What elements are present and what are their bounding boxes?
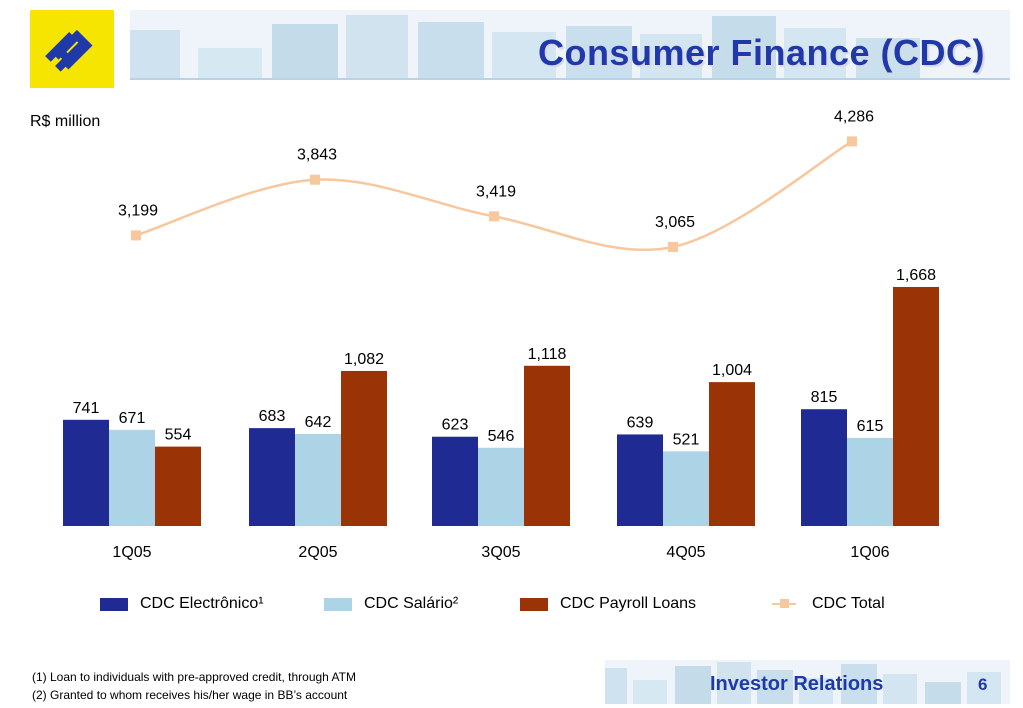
bar-cdc-electr-nico-1q06 [801,409,847,526]
bar-cdc-electr-nico-2q05 [249,428,295,526]
chart-legend: CDC Electrônico¹ CDC Salário² CDC Payrol… [100,593,920,615]
page-number: 6 [978,675,988,694]
bars-layer [63,286,939,526]
legend-swatch-cdc-payroll [520,597,548,611]
bar-value-label: 671 [119,410,146,427]
x-tick-label: 3Q05 [481,544,520,561]
labels-layer: 741 683 623 639 815 671 642 546 521 615 554 1,082 1,… [73,108,936,448]
legend-item-cdc-total: CDC Total [772,593,885,615]
bar-cdc-electr-nico-1q05 [63,419,109,526]
line-point-cdc-total-1q05 [131,230,141,241]
legend-line-cdc-total [772,599,796,608]
x-tick-label: 2Q05 [298,544,337,561]
footnotes: (1) Loan to individuals with pre-approve… [32,668,356,704]
bar-cdc-payroll-loans-3q05 [524,365,570,526]
x-tick-label: 1Q05 [112,544,151,561]
legend-label-cdc-electronico: CDC Electrônico¹ [140,595,264,612]
line-point-cdc-total-1q06 [847,136,857,147]
bar-value-label: 1,668 [896,267,936,284]
legend-label-cdc-total: CDC Total [812,595,885,612]
footer-banner [605,660,1010,704]
bar-cdc-payroll-loans-2q05 [341,370,387,526]
legend-label-cdc-salario: CDC Salário² [364,595,459,612]
page-title: Consumer Finance (CDC) [537,32,985,73]
bar-value-label: 521 [673,431,700,448]
bar-value-label: 639 [627,414,654,431]
consumer-finance-chart: 741 683 623 639 815 671 642 546 521 615 554 1,082 1,… [63,108,939,561]
header-banner [130,10,1010,80]
bar-value-label: 554 [165,427,192,444]
bar-value-label: 1,118 [528,346,567,363]
bar-value-label: 623 [442,417,469,434]
line-value-label: 3,419 [476,183,516,200]
bar-value-label: 1,082 [344,351,384,368]
x-tick-label: 4Q05 [666,544,705,561]
legend-swatch-cdc-salario [324,597,352,611]
bar-cdc-sal-rio-1q05 [109,429,155,526]
bar-value-label: 683 [259,408,286,425]
line-point-cdc-total-2q05 [310,174,320,185]
line-value-label: 3,843 [297,147,337,164]
line-layer [131,136,857,252]
legend-item-cdc-payroll: CDC Payroll Loans [520,593,696,615]
bank-logo [30,10,114,88]
bar-cdc-payroll-loans-1q05 [155,446,201,526]
bar-cdc-electr-nico-3q05 [432,436,478,526]
bar-cdc-sal-rio-2q05 [295,434,341,526]
line-value-label: 3,199 [118,202,158,219]
line-point-cdc-total-3q05 [489,211,499,222]
logo-mark-icon [45,29,93,72]
bar-value-label: 615 [857,418,884,435]
bar-cdc-sal-rio-4q05 [663,451,709,526]
bar-cdc-sal-rio-1q06 [847,437,893,526]
investor-relations-label: Investor Relations [710,673,884,695]
bar-value-label: 741 [73,400,100,417]
bar-value-label: 815 [811,389,838,406]
x-axis-labels: 1Q05 2Q05 3Q05 4Q05 1Q06 [112,544,889,561]
bar-value-label: 546 [488,428,515,445]
footnote-2: (2) Granted to whom receives his/her wag… [32,688,348,702]
bar-value-label: 642 [305,414,332,431]
bar-cdc-payroll-loans-4q05 [709,382,755,526]
legend-label-cdc-payroll: CDC Payroll Loans [560,595,697,612]
line-value-label: 3,065 [655,214,695,231]
legend-item-cdc-electronico: CDC Electrônico¹ [100,593,264,615]
line-point-cdc-total-4q05 [668,242,678,252]
bar-cdc-sal-rio-3q05 [478,447,524,526]
unit-label: R$ million [30,113,101,130]
bar-cdc-payroll-loans-1q06 [893,286,939,526]
footnote-1: (1) Loan to individuals with pre-approve… [32,670,356,684]
bar-cdc-electr-nico-4q05 [617,434,663,526]
line-value-label: 4,286 [834,108,874,125]
legend-swatch-cdc-electronico [100,597,128,611]
bar-value-label: 1,004 [712,362,752,379]
x-tick-label: 1Q06 [850,544,889,561]
legend-item-cdc-salario: CDC Salário² [324,593,458,615]
